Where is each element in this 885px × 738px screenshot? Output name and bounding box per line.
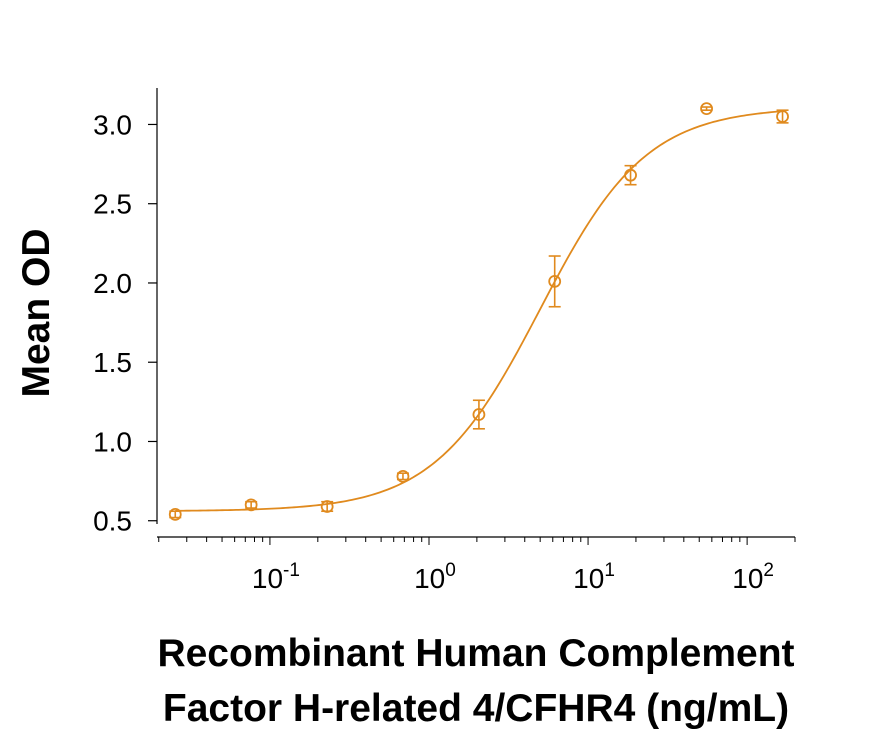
y-tick-label: 0.5 (93, 506, 132, 537)
data-point (700, 102, 713, 116)
y-axis-title: Mean OD (15, 228, 58, 397)
x-tick-label: 102 (732, 560, 774, 594)
fit-curve (175, 110, 783, 512)
x-axis-title-line-2: Factor H-related 4/CFHR4 (ng/mL) (163, 687, 789, 730)
x-tick-label: 10-1 (252, 560, 300, 594)
y-tick-label: 2.5 (93, 189, 132, 220)
y-axis: 0.5 1.0 1.5 2.0 2.5 3.0 (93, 88, 158, 537)
data-point (396, 469, 410, 483)
x-tick-label: 101 (573, 560, 615, 594)
data-point (624, 168, 637, 182)
data-points-layer (168, 102, 789, 521)
x-axis-title-line-1: Recombinant Human Complement (157, 632, 794, 675)
data-point (320, 500, 334, 513)
data-point (776, 110, 789, 123)
fit-curve-layer (175, 110, 783, 512)
data-point (472, 408, 486, 421)
data-point (244, 498, 258, 512)
y-tick-label: 1.5 (93, 347, 132, 378)
x-axis: 10-1 100 101 102 (157, 536, 796, 594)
x-tick-label: 100 (414, 560, 456, 594)
data-point (168, 507, 182, 521)
data-point (548, 274, 562, 288)
y-tick-label: 3.0 (93, 109, 132, 140)
y-tick-label: 2.0 (93, 268, 132, 299)
y-tick-label: 1.0 (93, 426, 132, 457)
